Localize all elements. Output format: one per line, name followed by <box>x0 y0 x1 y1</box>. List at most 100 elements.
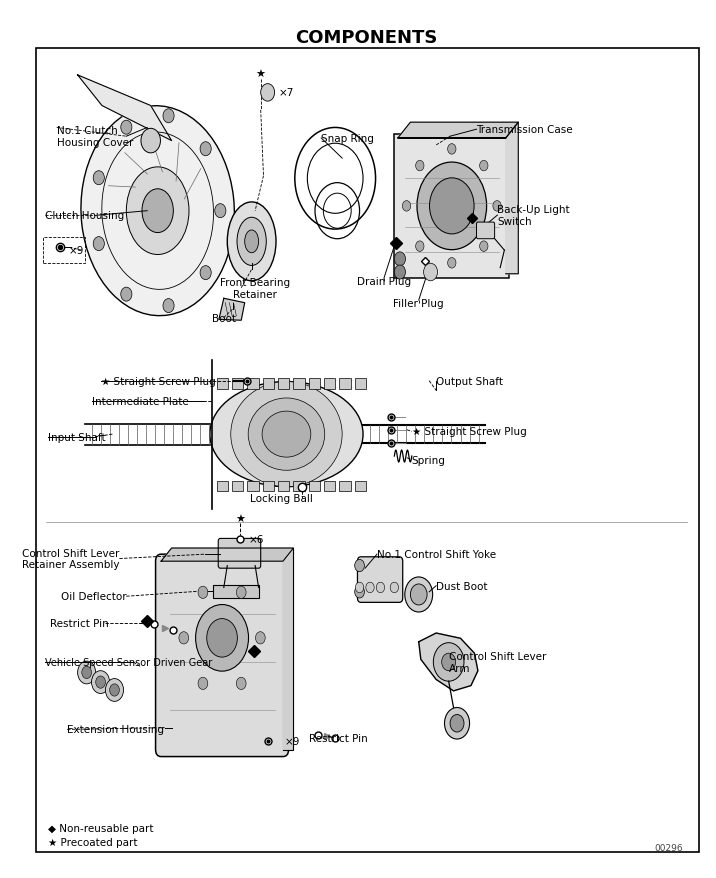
FancyBboxPatch shape <box>217 481 228 492</box>
Circle shape <box>96 676 105 688</box>
Circle shape <box>256 632 265 644</box>
Ellipse shape <box>237 218 266 266</box>
Text: ★: ★ <box>256 70 266 80</box>
Circle shape <box>433 643 464 681</box>
Polygon shape <box>505 123 518 275</box>
Circle shape <box>377 582 384 593</box>
Circle shape <box>93 171 105 185</box>
Text: ◆ Non-reusable part: ◆ Non-reusable part <box>48 824 153 833</box>
Circle shape <box>92 671 110 694</box>
FancyBboxPatch shape <box>309 378 320 389</box>
Circle shape <box>410 584 427 605</box>
Ellipse shape <box>210 382 363 487</box>
Circle shape <box>198 587 208 599</box>
FancyBboxPatch shape <box>354 481 366 492</box>
Circle shape <box>415 162 424 172</box>
FancyBboxPatch shape <box>263 378 274 389</box>
FancyBboxPatch shape <box>218 539 261 569</box>
Circle shape <box>405 578 432 612</box>
Circle shape <box>354 586 364 598</box>
Circle shape <box>493 201 501 212</box>
Text: Spring: Spring <box>412 455 445 465</box>
Text: ★ Straight Screw Plug: ★ Straight Screw Plug <box>412 427 526 437</box>
Text: ×6: ×6 <box>248 535 263 544</box>
Text: Input Shaft: Input Shaft <box>48 432 105 443</box>
FancyBboxPatch shape <box>339 481 351 492</box>
Circle shape <box>200 142 211 156</box>
Text: Filler Plug: Filler Plug <box>393 299 444 308</box>
Circle shape <box>366 582 374 593</box>
Text: ★: ★ <box>235 515 245 524</box>
Circle shape <box>402 201 411 212</box>
Text: Locking Ball: Locking Ball <box>250 493 313 503</box>
Text: Front Bearing
Retainer: Front Bearing Retainer <box>220 277 290 299</box>
Ellipse shape <box>126 168 189 255</box>
FancyBboxPatch shape <box>278 378 289 389</box>
Text: No.1 Clutch
Housing Cover: No.1 Clutch Housing Cover <box>57 126 133 148</box>
Circle shape <box>445 708 470 739</box>
Text: Control Shift Lever
Arm: Control Shift Lever Arm <box>449 651 546 673</box>
Circle shape <box>390 582 399 593</box>
Circle shape <box>121 288 132 302</box>
Circle shape <box>110 684 120 696</box>
Text: 00296: 00296 <box>654 843 683 853</box>
Circle shape <box>236 678 246 690</box>
FancyBboxPatch shape <box>232 378 243 389</box>
FancyBboxPatch shape <box>339 378 351 389</box>
Circle shape <box>163 110 174 124</box>
Circle shape <box>121 121 132 135</box>
Text: Intermediate Plate: Intermediate Plate <box>92 396 188 407</box>
Circle shape <box>141 129 160 154</box>
Polygon shape <box>161 549 294 562</box>
Text: COMPONENTS: COMPONENTS <box>295 29 437 47</box>
FancyBboxPatch shape <box>354 378 366 389</box>
Text: Snap Ring: Snap Ring <box>321 133 374 144</box>
Text: Clutch Housing: Clutch Housing <box>45 211 124 220</box>
FancyBboxPatch shape <box>278 481 289 492</box>
FancyBboxPatch shape <box>232 481 243 492</box>
FancyBboxPatch shape <box>213 585 258 598</box>
Circle shape <box>105 679 124 702</box>
Text: ★ Straight Screw Plug: ★ Straight Screw Plug <box>100 377 216 386</box>
Circle shape <box>395 253 405 267</box>
Circle shape <box>395 266 405 280</box>
Circle shape <box>415 241 424 252</box>
Ellipse shape <box>248 399 325 471</box>
Polygon shape <box>398 123 518 139</box>
Circle shape <box>450 715 464 732</box>
Text: Transmission Case: Transmission Case <box>477 125 573 135</box>
FancyBboxPatch shape <box>324 378 335 389</box>
Ellipse shape <box>227 203 276 282</box>
Circle shape <box>198 678 208 690</box>
Polygon shape <box>419 633 478 691</box>
Circle shape <box>236 587 246 599</box>
Circle shape <box>424 264 437 282</box>
Circle shape <box>448 145 456 155</box>
Text: Boot: Boot <box>212 313 236 323</box>
Text: No.1 Control Shift Yoke: No.1 Control Shift Yoke <box>377 550 496 559</box>
Ellipse shape <box>81 106 234 316</box>
Text: Back-Up Light
Switch: Back-Up Light Switch <box>498 205 570 227</box>
Ellipse shape <box>262 412 311 457</box>
Text: Restrict Pin: Restrict Pin <box>49 618 109 628</box>
Text: Extension Housing: Extension Housing <box>67 724 164 735</box>
Circle shape <box>163 299 174 313</box>
FancyBboxPatch shape <box>155 555 289 757</box>
FancyBboxPatch shape <box>294 378 304 389</box>
FancyBboxPatch shape <box>357 558 402 602</box>
FancyBboxPatch shape <box>294 481 304 492</box>
Circle shape <box>195 605 248 672</box>
FancyBboxPatch shape <box>248 481 258 492</box>
Polygon shape <box>219 299 245 320</box>
Ellipse shape <box>231 382 342 487</box>
Circle shape <box>448 258 456 269</box>
Circle shape <box>93 237 105 251</box>
FancyBboxPatch shape <box>477 223 495 240</box>
Text: Control Shift Lever
Retainer Assembly: Control Shift Lever Retainer Assembly <box>22 548 120 570</box>
Circle shape <box>200 266 211 280</box>
Text: Restrict Pin: Restrict Pin <box>309 733 368 744</box>
Circle shape <box>354 560 364 572</box>
FancyBboxPatch shape <box>263 481 274 492</box>
Ellipse shape <box>245 231 258 254</box>
FancyBboxPatch shape <box>395 134 509 279</box>
